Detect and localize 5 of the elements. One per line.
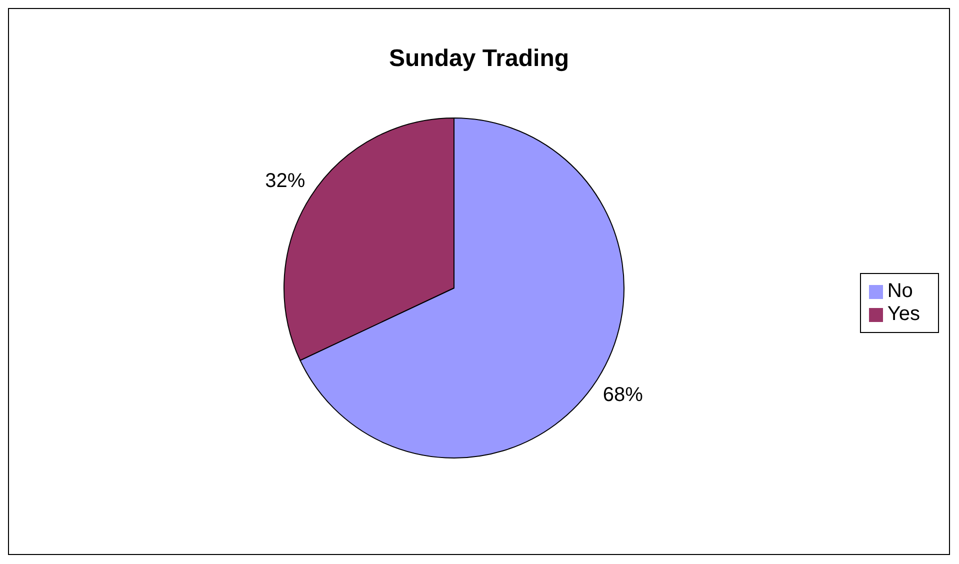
chart-title: Sunday Trading — [388, 44, 570, 73]
legend-label: Yes — [887, 303, 920, 325]
data-label: 68% — [602, 384, 644, 406]
data-label: 32% — [265, 170, 306, 192]
legend-label: No — [887, 280, 913, 302]
